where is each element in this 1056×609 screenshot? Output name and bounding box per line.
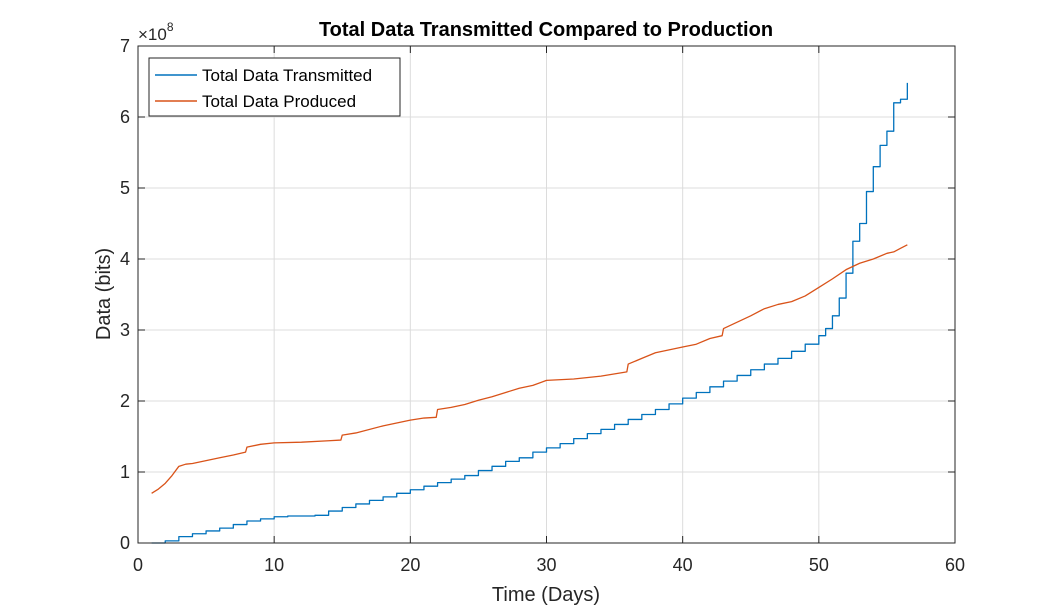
- x-tick-label: 30: [536, 555, 556, 575]
- y-tick-label: 5: [120, 178, 130, 198]
- legend-label-transmitted: Total Data Transmitted: [202, 66, 372, 85]
- x-tick-label: 20: [400, 555, 420, 575]
- x-tick-label: 10: [264, 555, 284, 575]
- y-tick-label: 6: [120, 107, 130, 127]
- x-tick-label: 50: [809, 555, 829, 575]
- y-tick-label: 7: [120, 36, 130, 56]
- tick-layer: 0 10 20 30 40 50 60 0 1 2 3 4 5 6 7: [120, 36, 965, 575]
- legend-box: [148, 57, 401, 117]
- legend: Total Data Transmitted Total Data Produc…: [148, 57, 401, 117]
- y-tick-label: 1: [120, 462, 130, 482]
- series-layer: [151, 82, 908, 544]
- y-axis-label: Data (bits): [93, 248, 115, 340]
- x-tick-label: 60: [945, 555, 965, 575]
- x-tick-label: 40: [673, 555, 693, 575]
- y-tick-label: 2: [120, 391, 130, 411]
- x-tick-label: 0: [133, 555, 143, 575]
- y-axis-multiplier: ×108: [138, 20, 174, 44]
- series-line-produced: [151, 244, 908, 494]
- y-tick-label: 4: [120, 249, 130, 269]
- series-line-transmitted: [151, 82, 908, 544]
- y-axis-multiplier-power: 8: [167, 20, 174, 34]
- y-axis-multiplier-base: ×10: [138, 25, 167, 44]
- x-axis-label: Time (Days): [492, 584, 600, 606]
- grid-layer: [138, 46, 955, 543]
- y-tick-label: 0: [120, 533, 130, 553]
- chart-title: Total Data Transmitted Compared to Produ…: [319, 19, 773, 41]
- y-tick-label: 3: [120, 320, 130, 340]
- legend-label-produced: Total Data Produced: [202, 92, 356, 111]
